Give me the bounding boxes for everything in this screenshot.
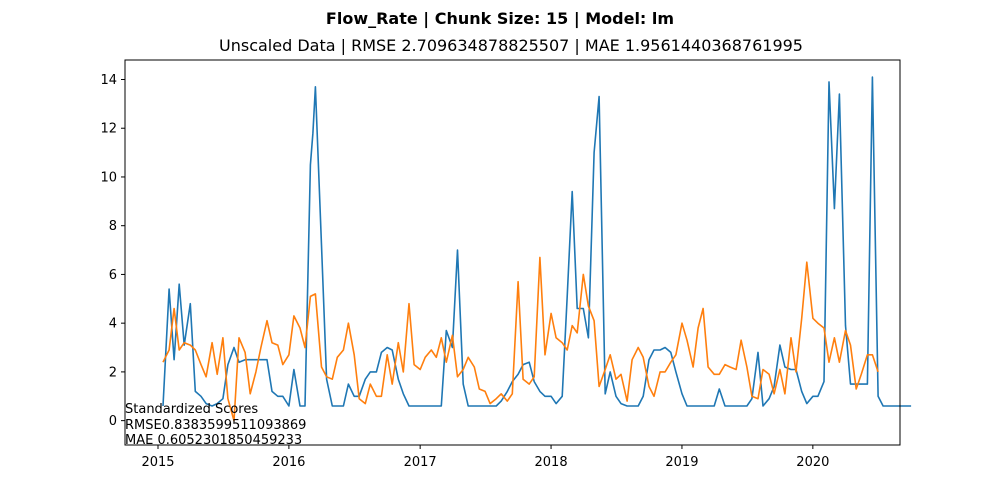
y-tick-label: 8 xyxy=(109,219,117,234)
annotation-mae: MAE 0.6052301850459233 xyxy=(125,433,302,448)
chart-suptitle: Flow_Rate | Chunk Size: 15 | Model: lm xyxy=(326,9,674,29)
y-axis-ticks: 0 2 4 6 8 10 12 14 xyxy=(100,73,125,429)
y-tick-label: 4 xyxy=(109,317,117,332)
y-tick-label: 2 xyxy=(109,365,117,380)
chart-title: Unscaled Data | RMSE 2.709634878825507 |… xyxy=(219,36,803,55)
series-layer xyxy=(162,76,912,422)
x-tick-label: 2020 xyxy=(796,455,829,470)
series-line-2 xyxy=(162,256,879,422)
series-line-1 xyxy=(162,76,912,407)
annotation-rmse: RMSE0.8383599511093869 xyxy=(125,418,306,433)
x-axis-ticks: 2015 2016 2017 2018 2019 2020 xyxy=(141,445,829,470)
x-tick-label: 2019 xyxy=(665,455,698,470)
x-tick-label: 2015 xyxy=(141,455,174,470)
y-tick-label: 6 xyxy=(109,268,117,283)
y-tick-label: 0 xyxy=(109,414,117,429)
x-tick-label: 2016 xyxy=(272,455,305,470)
y-tick-label: 10 xyxy=(100,170,117,185)
x-tick-label: 2018 xyxy=(535,455,568,470)
y-tick-label: 14 xyxy=(100,73,117,88)
plot-frame xyxy=(124,59,901,446)
annotation-heading: Standardized Scores xyxy=(125,402,258,417)
y-tick-label: 12 xyxy=(100,122,117,137)
x-tick-label: 2017 xyxy=(404,455,437,470)
